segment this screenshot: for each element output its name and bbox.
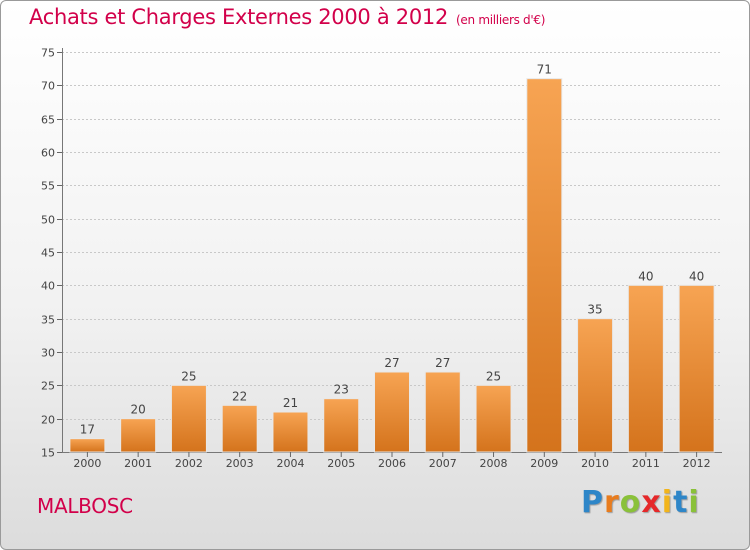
bar-value-label: 25 (181, 369, 196, 383)
proxiti-logo[interactable]: Proxiti (581, 485, 700, 520)
x-tick-label: 2007 (429, 457, 457, 470)
bar-value-label: 22 (232, 389, 247, 403)
x-tick-label: 2010 (581, 457, 609, 470)
x-tick-label: 2002 (175, 457, 203, 470)
y-tick-label: 20 (41, 414, 55, 427)
x-tick-label: 2006 (378, 457, 406, 470)
city-name: MALBOSC (37, 494, 133, 518)
x-tick-label: 2003 (226, 457, 254, 470)
logo-letter: t (673, 485, 689, 520)
bar (577, 318, 614, 453)
y-tick-label: 75 (41, 47, 55, 60)
logo-letter: P (581, 485, 604, 520)
bar (272, 411, 309, 453)
x-tick-label: 2011 (632, 457, 660, 470)
bar (120, 418, 157, 453)
bar (424, 371, 461, 453)
y-tick-label: 70 (41, 80, 55, 93)
x-tick-label: 2009 (530, 457, 558, 470)
bar (374, 371, 410, 453)
y-tick-label: 45 (41, 247, 55, 260)
logo-letter: o (619, 485, 642, 520)
y-tick-label: 55 (41, 180, 55, 193)
x-tick-label: 2001 (124, 457, 152, 470)
bar-value-label: 40 (689, 269, 704, 283)
bar (526, 78, 563, 453)
bar (221, 404, 258, 453)
x-tick-label: 2004 (276, 457, 304, 470)
bar-value-label: 27 (435, 356, 450, 370)
y-tick-label: 25 (41, 380, 55, 393)
bar (678, 284, 715, 453)
y-tick-label: 30 (41, 347, 55, 360)
chart-title: Achats et Charges Externes 2000 à 2012 (e… (29, 5, 546, 29)
logo-letter: r (604, 485, 620, 520)
x-tick-label: 2012 (683, 457, 711, 470)
bar-value-label: 40 (638, 269, 653, 283)
y-tick-label: 40 (41, 280, 55, 293)
bar-value-label: 17 (80, 423, 95, 437)
bar (475, 384, 512, 453)
bar-value-label: 23 (334, 383, 349, 397)
y-tick-label: 60 (41, 147, 55, 160)
y-tick-label: 35 (41, 314, 55, 327)
x-tick-label: 2005 (327, 457, 355, 470)
bar-value-label: 71 (537, 63, 552, 77)
bar-value-label: 25 (486, 369, 501, 383)
bar (69, 438, 106, 453)
y-tick-label: 65 (41, 114, 55, 127)
bar (627, 284, 664, 453)
logo-letter: i (688, 485, 700, 520)
logo-letter: i (661, 485, 674, 520)
logo-letter: x (641, 485, 662, 520)
bar (323, 398, 360, 453)
chart-unit: (en milliers d'€) (456, 13, 546, 27)
bar-value-label: 27 (384, 356, 399, 370)
bar (170, 384, 207, 453)
bar-value-label: 20 (131, 403, 146, 417)
y-tick-label: 15 (41, 447, 55, 460)
bar-value-label: 21 (283, 396, 298, 410)
x-tick-label: 2000 (73, 457, 101, 470)
bar-value-label: 35 (587, 303, 602, 317)
y-tick-label: 50 (41, 214, 55, 227)
x-tick-label: 2008 (480, 457, 508, 470)
